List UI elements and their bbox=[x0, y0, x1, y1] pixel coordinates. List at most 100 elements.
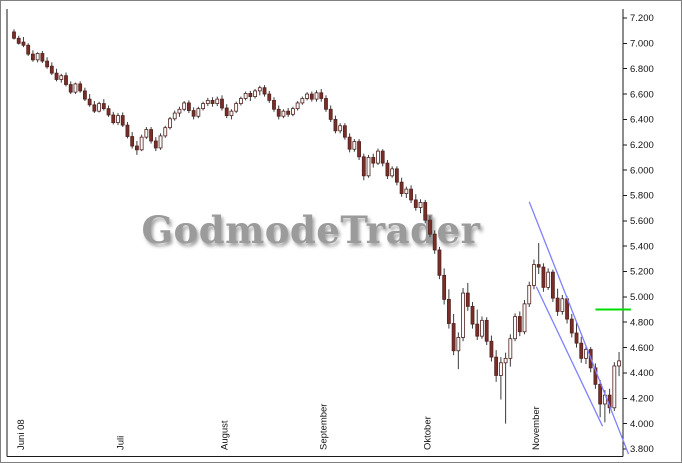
candle-down bbox=[555, 297, 560, 312]
candle-up bbox=[59, 75, 64, 80]
candle-up bbox=[390, 168, 395, 177]
candle-up bbox=[290, 108, 295, 115]
candle-up bbox=[584, 349, 588, 359]
y-tick-label: 6.600 bbox=[630, 89, 654, 100]
y-tick-label: 5.400 bbox=[630, 241, 654, 252]
candle-up bbox=[177, 108, 182, 114]
candle-down bbox=[125, 124, 130, 137]
candle-down bbox=[593, 367, 598, 385]
candle-down bbox=[328, 108, 333, 120]
candle-up bbox=[215, 98, 220, 104]
candle-up bbox=[366, 157, 371, 177]
candle-up bbox=[376, 150, 380, 164]
candle-down bbox=[262, 87, 267, 95]
candle-up bbox=[498, 362, 503, 376]
candle-up bbox=[508, 338, 513, 359]
month-label: September bbox=[319, 404, 330, 450]
y-tick-label: 5.600 bbox=[630, 216, 654, 227]
candle-up bbox=[205, 99, 210, 104]
candle-down bbox=[371, 157, 376, 164]
candle-down bbox=[31, 53, 35, 61]
candle-down bbox=[541, 266, 546, 288]
candle-down bbox=[210, 99, 215, 104]
candle-down bbox=[191, 110, 196, 117]
y-tick-label: 5.800 bbox=[630, 191, 654, 202]
candle-up bbox=[513, 316, 517, 340]
y-tick-label: 6.400 bbox=[630, 115, 654, 126]
month-label: August bbox=[219, 420, 230, 450]
candle-down bbox=[432, 233, 437, 251]
candle-up bbox=[281, 110, 286, 117]
candle-down bbox=[248, 93, 253, 97]
annotations bbox=[528, 201, 631, 455]
y-tick-label: 6.000 bbox=[630, 165, 654, 176]
candle-up bbox=[158, 135, 163, 149]
candle-up bbox=[257, 87, 262, 92]
y-tick-label: 4.000 bbox=[630, 419, 654, 430]
candle-up bbox=[461, 292, 465, 338]
candle-down bbox=[428, 219, 432, 235]
candle-down bbox=[333, 119, 338, 132]
month-label: Juni 08 bbox=[16, 419, 27, 450]
month-label: Oktober bbox=[423, 416, 434, 450]
trendline bbox=[535, 286, 604, 427]
chart-frame bbox=[6, 9, 624, 457]
candle-down bbox=[423, 202, 428, 221]
candle-up bbox=[352, 141, 357, 150]
month-label: Juli bbox=[115, 436, 126, 450]
candle-up bbox=[238, 98, 243, 104]
candle-down bbox=[153, 140, 158, 149]
candle-down bbox=[87, 98, 92, 106]
candle-down bbox=[380, 150, 385, 164]
candle-down bbox=[135, 145, 139, 151]
candle-up bbox=[532, 264, 536, 286]
candle-down bbox=[579, 342, 584, 359]
candle-down bbox=[399, 181, 404, 194]
candle-down bbox=[361, 156, 366, 177]
candle-up bbox=[560, 298, 565, 312]
y-tick-label: 6.800 bbox=[630, 64, 654, 75]
candle-down bbox=[49, 65, 54, 74]
candle-down bbox=[517, 316, 522, 333]
candle-up bbox=[305, 93, 309, 99]
candle-up bbox=[338, 125, 343, 132]
candle-up bbox=[314, 92, 319, 100]
candle-up bbox=[144, 129, 149, 138]
y-tick-label: 4.600 bbox=[630, 343, 654, 354]
candle-down bbox=[16, 37, 21, 44]
candle-up bbox=[35, 53, 40, 61]
candle-down bbox=[494, 356, 499, 376]
candle-down bbox=[484, 319, 489, 342]
candle-up bbox=[243, 93, 248, 99]
trendline bbox=[528, 201, 630, 455]
candle-down bbox=[319, 92, 324, 99]
candle-down bbox=[446, 299, 451, 324]
candle-up bbox=[172, 112, 177, 120]
month-label: November bbox=[531, 406, 542, 450]
y-tick-label: 4.200 bbox=[630, 393, 654, 404]
candle-up bbox=[404, 188, 409, 194]
candle-up bbox=[168, 118, 172, 129]
candle-up bbox=[617, 360, 621, 367]
candle-down bbox=[465, 292, 470, 307]
candle-up bbox=[234, 103, 239, 112]
candle-down bbox=[489, 340, 494, 358]
candle-down bbox=[64, 75, 68, 85]
y-tick-label: 7.000 bbox=[630, 39, 654, 50]
candle-up bbox=[300, 98, 305, 104]
candle-down bbox=[442, 274, 447, 300]
candle-down bbox=[409, 188, 413, 201]
candle-down bbox=[68, 84, 73, 93]
candle-down bbox=[536, 264, 541, 268]
y-tick-label: 6.200 bbox=[630, 140, 654, 151]
candle-down bbox=[357, 141, 361, 158]
candle-down bbox=[413, 199, 418, 208]
candle-down bbox=[78, 83, 83, 92]
candle-down bbox=[101, 103, 106, 110]
candle-down bbox=[111, 114, 116, 123]
candle-up bbox=[456, 337, 461, 352]
candle-down bbox=[451, 323, 456, 352]
candle-up bbox=[522, 303, 527, 333]
candles bbox=[12, 29, 621, 424]
